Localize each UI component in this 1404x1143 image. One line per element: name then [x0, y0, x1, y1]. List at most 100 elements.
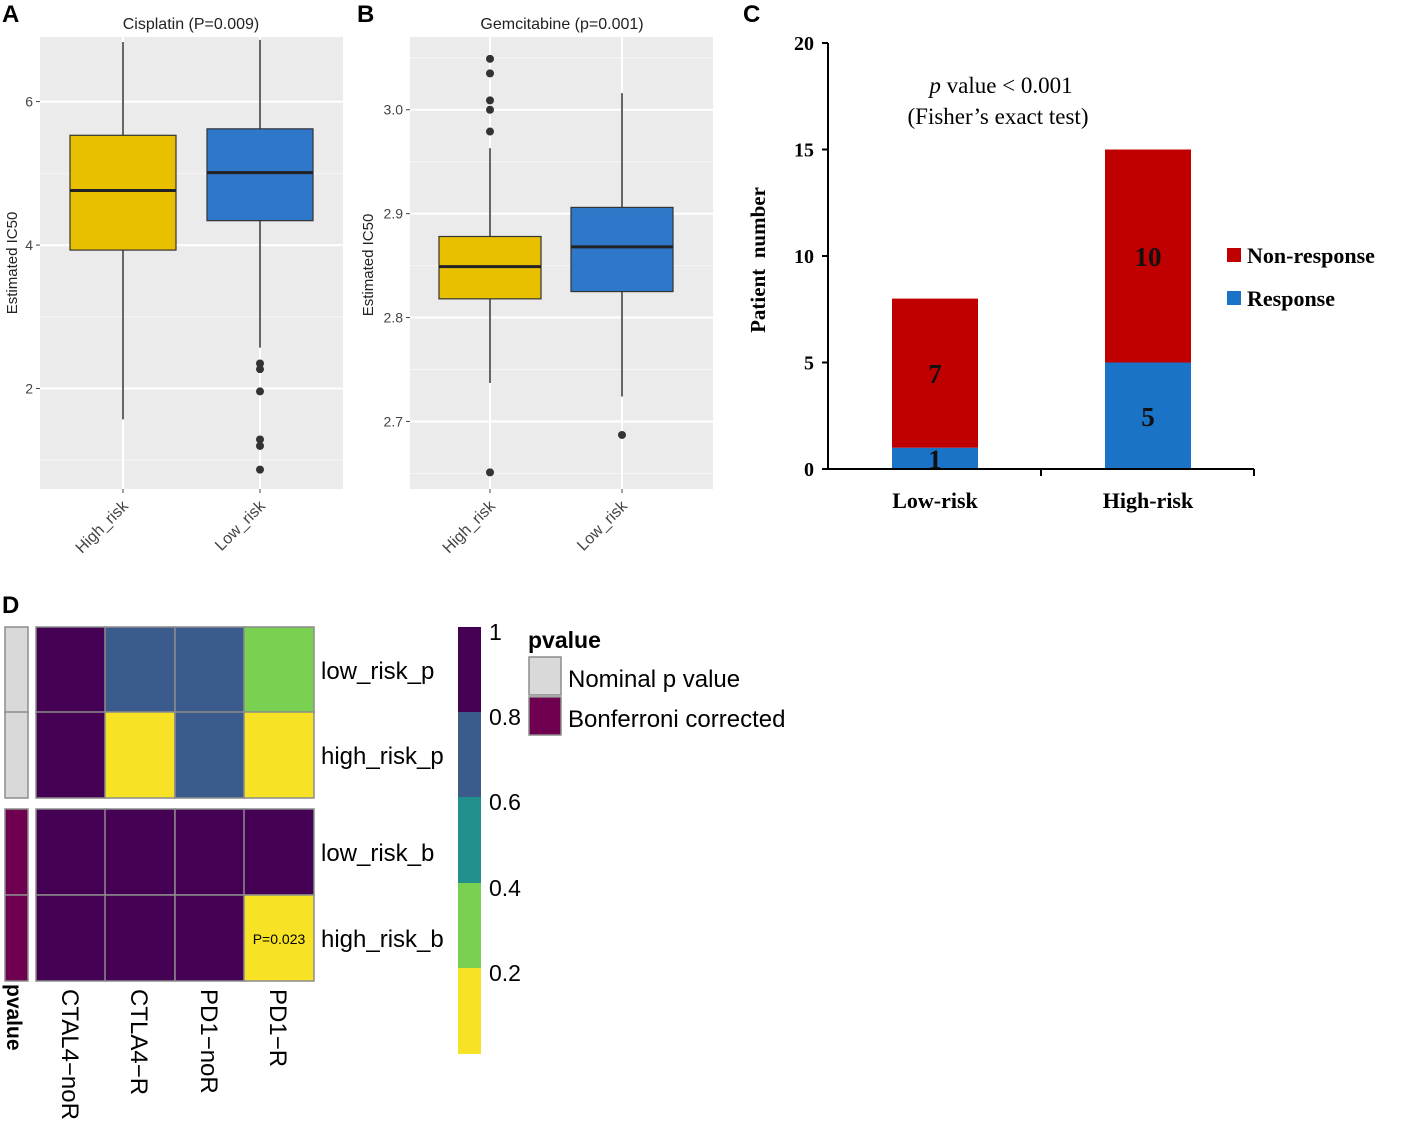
panel-a-marks	[69, 39, 314, 474]
c-ytick-label: 0	[804, 459, 814, 481]
a-ytick-label: 6	[25, 94, 33, 110]
c-ytick-label: 15	[794, 140, 814, 162]
a-ytick-label: 2	[25, 381, 33, 397]
b-xtick-label: High_risk	[440, 497, 500, 557]
a-xtick-label: Low_risk	[212, 497, 269, 554]
d-colorbar-segment-1	[458, 712, 481, 797]
panel-a-xticks: High_risk Low_risk	[73, 489, 270, 557]
panel-d-heatmap: P=0.023 low_risk_p high_risk_p low_risk_bh…	[2, 619, 785, 1120]
d-column-label: CTAL4−noR	[56, 989, 83, 1120]
d-colorbar-segment-0	[458, 627, 481, 712]
panel-a-boxplot: Cisplatin (P=0.009) Estimated IC50 2 4 6 H…	[4, 16, 343, 557]
d-legend-label-1: Bonferroni corrected	[568, 706, 785, 733]
d-cell-r3-c2	[174, 894, 246, 982]
panel-d-legend-title: pvalue	[528, 627, 601, 653]
panel-d-annotation-column	[4, 626, 29, 982]
panel-d-row-labels: low_risk_p high_risk_p low_risk_b high_risk…	[321, 658, 444, 953]
d-column-label: PD1−R	[264, 989, 291, 1067]
a-outlier-point	[256, 365, 264, 374]
b-outlier-point	[486, 69, 494, 78]
panel-a-title: Cisplatin (P=0.009)	[123, 16, 260, 33]
c-ytick-label: 20	[794, 33, 814, 55]
d-column-label: PD1−noR	[195, 989, 222, 1094]
d-row-label: high_risk_p	[321, 743, 444, 770]
a-box-1	[206, 128, 314, 222]
d-row-label: high_risk_b	[321, 926, 444, 953]
a-ytick-label: 4	[25, 237, 33, 253]
d-cell-annotation: P=0.023	[253, 931, 306, 947]
c-bar-response-0	[892, 447, 978, 469]
c-legend-swatch-1	[1227, 291, 1241, 305]
d-cell-r1-c1	[104, 711, 176, 799]
d-cell-r1-c0	[35, 711, 107, 799]
panel-a-plot-background	[40, 37, 343, 489]
d-colorbar-segment-2	[458, 797, 481, 883]
panel-a-yticks: 2 4 6	[25, 94, 40, 397]
d-legend-swatch-0	[528, 656, 562, 696]
d-cell-r2-c1	[104, 808, 176, 896]
panel-c-xticks: Low-risk High-risk	[892, 469, 1255, 513]
panel-b-marks	[438, 54, 674, 477]
a-outlier-point	[256, 441, 264, 450]
panel-c-annotation-p: p	[927, 73, 941, 98]
d-cell-r3-c3	[243, 894, 315, 982]
c-xtick-label: Low-risk	[892, 488, 978, 513]
panel-label-d: D	[2, 592, 19, 619]
c-data-label-response-1: 5	[1141, 402, 1155, 432]
a-xtick-label: High_risk	[73, 497, 133, 557]
d-cell-r3-c0	[35, 894, 107, 982]
d-column-label: CTLA4−R	[125, 989, 152, 1095]
a-outlier-point	[256, 359, 264, 368]
panel-c-annotation-value: value < 0.001	[941, 73, 1073, 98]
panel-b-ylabel: Estimated IC50	[360, 214, 377, 317]
panel-a-ylabel: Estimated IC50	[4, 212, 21, 315]
d-legend-swatch-1	[528, 696, 562, 736]
panel-c-annotation-line2: (Fisher’s exact test)	[908, 104, 1089, 129]
panel-c-yticks: 0 5 10 15 20	[794, 33, 828, 481]
d-cell-r2-c0	[35, 808, 107, 896]
d-cell-r2-c2	[174, 808, 246, 896]
c-bar-response-1	[1105, 362, 1191, 469]
panel-c-annotation-line1: p value < 0.001	[927, 73, 1072, 98]
panel-d-colorbar: 1 0.8 0.6 0.4 0.2	[458, 619, 521, 1054]
b-outlier-point	[486, 127, 494, 136]
d-colorbar-tick-label: 0.6	[489, 789, 521, 815]
b-outlier-point	[486, 105, 494, 114]
d-annotation-cell-2	[4, 808, 29, 896]
b-outlier-point	[486, 54, 494, 63]
c-legend-swatch-0	[1227, 248, 1241, 262]
panel-d-column-labels: CTAL4−noR CTLA4−R PD1−noR PD1−R	[56, 989, 291, 1120]
panel-d-annotation-axis-label: pvalue	[2, 984, 25, 1051]
c-data-label-non-response-1: 10	[1135, 242, 1162, 272]
c-data-label-non-response-0: 7	[928, 359, 942, 389]
panel-c-stacked-bar: 1 7 5 10 0 5 10 15 20 Low-risk High-risk Patient…	[746, 33, 1375, 513]
d-colorbar-segment-3	[458, 883, 481, 968]
b-ytick-label: 2.9	[384, 206, 404, 222]
d-annotation-cell-1	[4, 711, 29, 799]
d-colorbar-segment-4	[458, 968, 481, 1054]
panel-b-yticks: 2.7 2.8 2.9 3.0	[384, 102, 410, 429]
b-box-1	[570, 206, 674, 293]
c-bar-non-response-1	[1105, 149, 1191, 363]
b-xtick-label: Low_risk	[574, 497, 631, 554]
d-cell-r0-c0	[35, 626, 107, 714]
c-ytick-label: 10	[794, 246, 814, 268]
d-cell-r0-c2	[174, 626, 246, 714]
a-box-0	[69, 134, 177, 251]
panel-d-legend: pvalue Nominal p value Bonferroni correct…	[528, 627, 785, 736]
b-outlier-point	[618, 430, 626, 439]
panel-c-legend: Non-response Response	[1227, 243, 1375, 311]
a-outlier-point	[256, 465, 264, 474]
d-row-label: low_risk_p	[321, 658, 434, 685]
d-legend-label-0: Nominal p value	[568, 666, 740, 693]
d-cell-r0-c1	[104, 626, 176, 714]
b-ytick-label: 2.7	[384, 413, 404, 429]
panel-label-b: B	[357, 1, 374, 28]
panel-b-grid	[410, 37, 713, 489]
a-outlier-point	[256, 387, 264, 396]
panel-label-a: A	[2, 1, 19, 28]
d-colorbar-tick-label: 0.4	[489, 875, 521, 901]
d-cell-r1-c2	[174, 711, 246, 799]
panel-b-boxplot: Gemcitabine (p=0.001) Estimated IC50 2.7…	[360, 16, 713, 557]
